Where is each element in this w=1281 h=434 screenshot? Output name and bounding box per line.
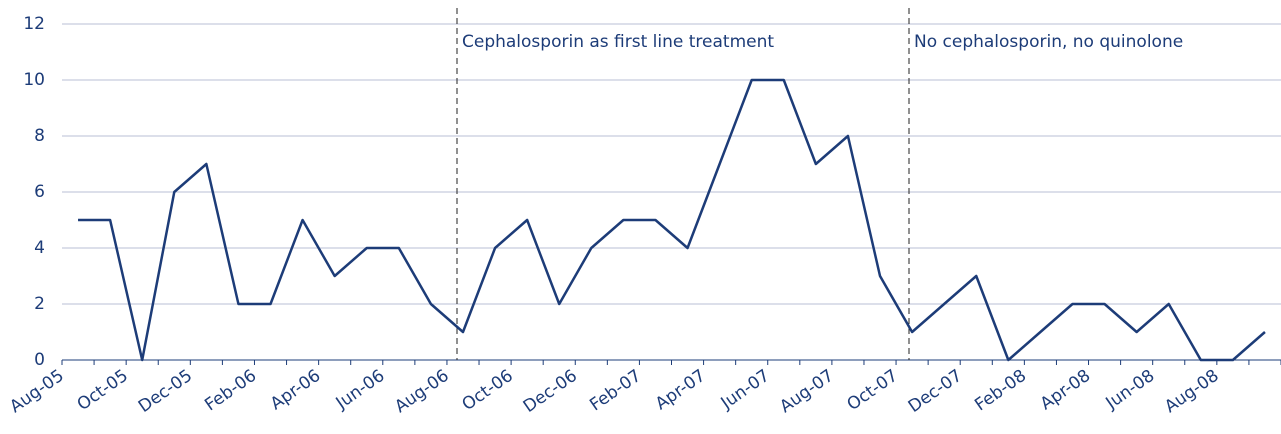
x-tick-label: Oct-07 [843, 366, 901, 415]
x-tick-label: Dec-05 [135, 366, 196, 417]
x-tick-label: Apr-08 [1037, 366, 1094, 415]
x-tick-label: Feb-06 [201, 366, 260, 416]
y-tick-label: 12 [23, 14, 45, 34]
x-tick-label: Feb-08 [971, 366, 1030, 416]
x-tick-label: Aug-07 [776, 366, 837, 417]
y-tick-label: 2 [34, 294, 45, 314]
x-tick-label: Jun-06 [332, 366, 389, 414]
x-tick-label: Apr-06 [267, 366, 324, 415]
y-tick-label: 10 [23, 70, 45, 90]
x-tick-label: Dec-06 [520, 366, 581, 417]
y-tick-label: 4 [34, 238, 45, 258]
y-tick-label: 8 [34, 126, 45, 146]
x-tick-label: Jun-07 [717, 366, 774, 414]
y-tick-label: 6 [34, 182, 45, 202]
data-line [78, 78, 1266, 362]
x-tick-label: Feb-07 [586, 366, 645, 416]
x-tick-label: Oct-06 [459, 366, 517, 415]
x-tick-label: Oct-05 [74, 366, 132, 415]
x-tick-label: Aug-06 [391, 366, 452, 417]
x-tick-label: Apr-07 [652, 366, 709, 415]
annotation: No cephalosporin, no quinolone [914, 32, 1183, 52]
x-tick-label: Dec-07 [905, 366, 966, 417]
y-tick-label: 0 [34, 350, 45, 370]
annotation: Cephalosporin as first line treatment [462, 32, 774, 52]
x-tick-label: Aug-05 [6, 366, 67, 417]
x-tick-label: Jun-08 [1102, 366, 1159, 414]
x-tick-label: Aug-08 [1161, 366, 1222, 417]
